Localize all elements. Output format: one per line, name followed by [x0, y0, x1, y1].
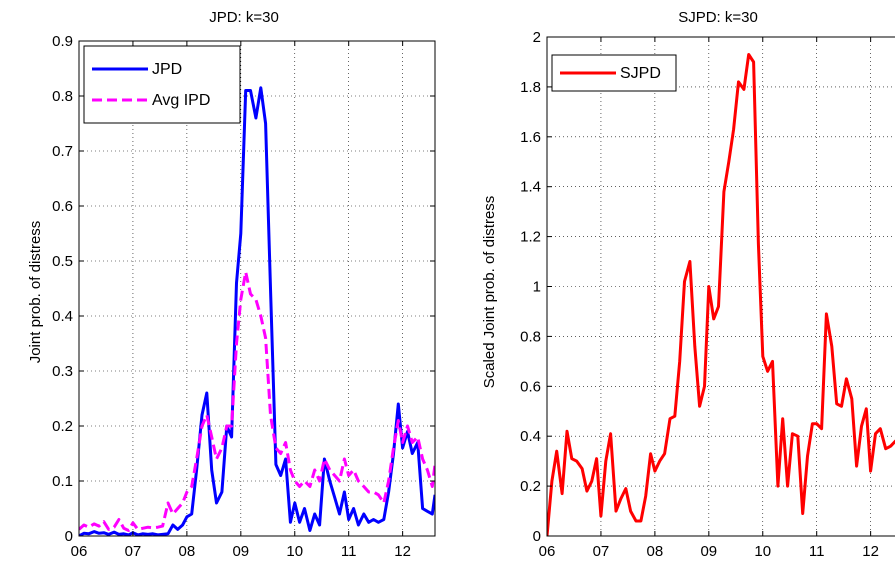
- sjpd-y-tick-label: 0.8: [520, 328, 541, 345]
- jpd-x-tick-label: 11: [341, 543, 357, 560]
- jpd-y-tick-label: 0.3: [52, 363, 73, 380]
- jpd-x-tick-label: 08: [179, 543, 196, 560]
- avg-ipd-line: [79, 270, 435, 532]
- sjpd-x-tick-label: 11: [809, 543, 825, 560]
- jpd-legend: JPD Avg IPD: [83, 45, 241, 124]
- sjpd-panel: SJPD: k=30 Scaled Joint prob. of distres…: [481, 9, 895, 560]
- jpd-legend-label: JPD: [152, 61, 182, 78]
- jpd-x-tick-label: 07: [125, 543, 142, 560]
- jpd-grid: [79, 41, 435, 536]
- jpd-y-tick-label: 0.7: [52, 143, 73, 160]
- sjpd-y-tick-label: 0.4: [520, 428, 541, 445]
- sjpd-y-tick-label: 0.6: [520, 378, 541, 395]
- sjpd-y-tick-label: 1: [533, 279, 541, 296]
- sjpd-legend-label: SJPD: [620, 65, 661, 82]
- jpd-y-axis-label: Joint prob. of distress: [27, 221, 44, 364]
- jpd-x-tick-label: 12: [394, 543, 411, 560]
- sjpd-y-tick-label: 1.8: [520, 79, 541, 96]
- sjpd-legend: SJPD: [551, 54, 677, 92]
- jpd-title: JPD: k=30: [209, 9, 279, 26]
- sjpd-series-lines: [547, 53, 895, 536]
- sjpd-y-tick-label: 0: [533, 528, 541, 545]
- sjpd-x-tick-label: 06: [539, 543, 556, 560]
- jpd-y-tick-label: 0.4: [52, 308, 73, 325]
- jpd-x-tick-label: 06: [71, 543, 88, 560]
- sjpd-y-tick-label: 0.2: [520, 478, 541, 495]
- jpd-line: [79, 86, 435, 536]
- jpd-axes-box: [78, 40, 436, 537]
- jpd-y-tick-label: 0.6: [52, 198, 73, 215]
- sjpd-x-tick-label: 08: [647, 543, 664, 560]
- avg-ipd-legend-label: Avg IPD: [152, 92, 210, 109]
- jpd-legend-box: [83, 45, 241, 124]
- sjpd-y-tick-label: 1.4: [520, 179, 541, 196]
- sjpd-x-tick-label: 07: [593, 543, 610, 560]
- jpd-panel: JPD: k=30 Joint prob. of distress 06 07 08…: [27, 9, 436, 560]
- jpd-y-tick-label: 0.8: [52, 88, 73, 105]
- sjpd-y-axis-label: Scaled Joint prob. of distress: [481, 196, 498, 389]
- jpd-y-tick-label: 0.2: [52, 418, 73, 435]
- jpd-y-tick-label: 0: [65, 528, 73, 545]
- jpd-x-tick-label: 10: [286, 543, 303, 560]
- sjpd-x-tick-label: 09: [700, 543, 717, 560]
- jpd-y-tick-label: 0.5: [52, 253, 73, 270]
- sjpd-x-tick-label: 10: [754, 543, 771, 560]
- sjpd-line: [547, 53, 895, 536]
- sjpd-plot-area: [547, 37, 895, 536]
- jpd-y-tick-label: 0.9: [52, 33, 73, 50]
- sjpd-x-tick-label: 12: [862, 543, 879, 560]
- jpd-x-tick-label: 09: [232, 543, 249, 560]
- sjpd-title: SJPD: k=30: [678, 9, 758, 26]
- jpd-series-lines: [79, 86, 435, 536]
- sjpd-ticks: 06 07 08 09 10 11 12 0 0.2 0.4 0.6 0.8 1 1.2 1.4 1.6 1.8…: [520, 29, 879, 560]
- sjpd-y-tick-label: 1.2: [520, 229, 541, 246]
- sjpd-y-tick-label: 1.6: [520, 129, 541, 146]
- jpd-y-tick-label: 0.1: [52, 473, 73, 490]
- jpd-ticks: 06 07 08 09 10 11 12 0 0.1 0.2 0.3 0.4 0.5 0.6 0.7 0.8 0…: [52, 33, 435, 560]
- sjpd-y-tick-label: 2: [533, 29, 541, 46]
